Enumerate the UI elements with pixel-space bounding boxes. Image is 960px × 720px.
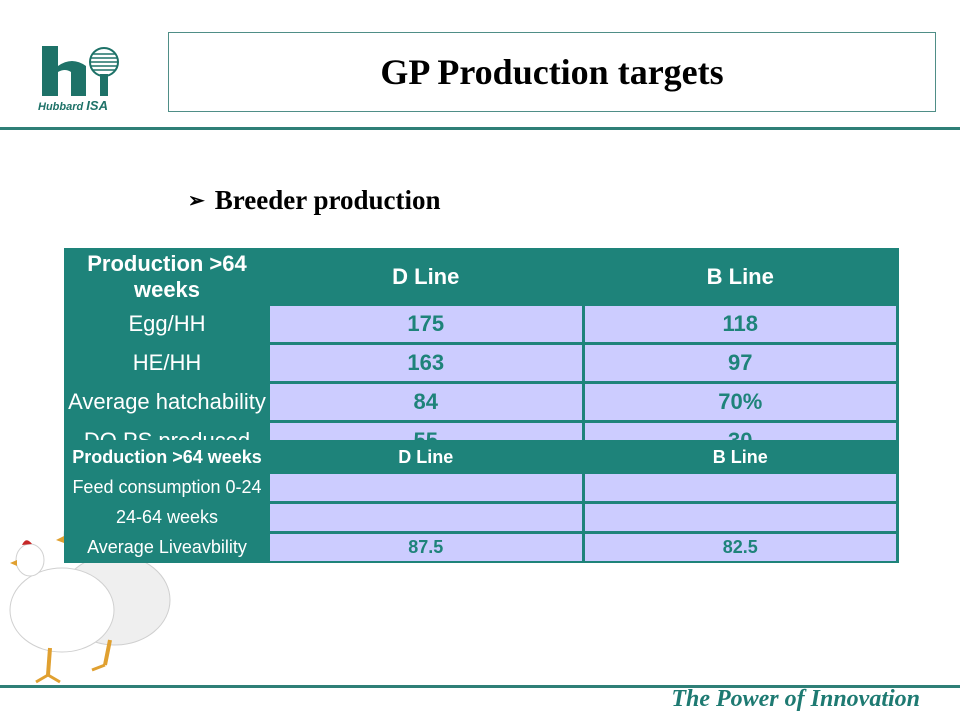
header-b-line: B Line [712, 446, 768, 467]
d-line-value: 163 [270, 345, 582, 381]
b-line-value: 70% [584, 384, 896, 420]
hubbard-isa-logo: Hubbard ISA [38, 40, 128, 113]
production-table-secondary: Production >64 weeks D Line B Line Feed … [64, 440, 899, 563]
table-header-row: Production >64 weeks D Line B Line [67, 251, 896, 303]
table-row: Average hatchability 84 70% [67, 384, 896, 420]
d-line-value: 87.5 [270, 534, 582, 561]
row-label: HE/HH [132, 350, 202, 375]
production-table-primary: Production >64 weeks D Line B Line Egg/H… [64, 248, 899, 462]
b-line-value: 118 [584, 306, 896, 342]
row-label: 24-64 weeks [115, 507, 219, 527]
b-line-value [584, 474, 896, 501]
bullet-text: Breeder production [214, 185, 441, 215]
d-line-value [270, 474, 582, 501]
header-production: Production >64 weeks [72, 446, 262, 467]
table-header-row: Production >64 weeks D Line B Line [67, 443, 896, 471]
b-line-value [584, 504, 896, 531]
header-production: Production >64 weeks [87, 251, 247, 302]
bullet-item: ➢ Breeder production [188, 185, 441, 216]
table-row: Feed consumption 0-24 [67, 474, 896, 501]
table-row: Egg/HH 175 118 [67, 306, 896, 342]
table-row: HE/HH 163 97 [67, 345, 896, 381]
header-d-line: D Line [398, 446, 454, 467]
logo-mark-icon [42, 46, 119, 96]
d-line-value: 84 [270, 384, 582, 420]
row-label: Average hatchability [68, 389, 266, 414]
row-label: Egg/HH [128, 311, 206, 336]
b-line-value: 82.5 [584, 534, 896, 561]
row-label: Feed consumption 0-24 [72, 477, 262, 497]
row-label: Average Liveavbility [87, 537, 247, 557]
table-row: 24-64 weeks [67, 504, 896, 531]
table-row: Average Liveavbility 87.5 82.5 [67, 534, 896, 561]
b-line-value: 97 [584, 345, 896, 381]
d-line-value [270, 504, 582, 531]
top-rule [0, 127, 960, 130]
footer-tagline: The Power of Innovation [671, 686, 920, 712]
logo-wordmark: Hubbard ISA [38, 98, 108, 113]
title-box: GP Production targets [168, 32, 936, 112]
header-b-line: B Line [706, 264, 774, 289]
page-title: GP Production targets [380, 52, 724, 92]
arrow-bullet-icon: ➢ [188, 190, 205, 212]
d-line-value: 175 [270, 306, 582, 342]
header-d-line: D Line [392, 264, 460, 289]
bottom-rule [0, 685, 960, 688]
